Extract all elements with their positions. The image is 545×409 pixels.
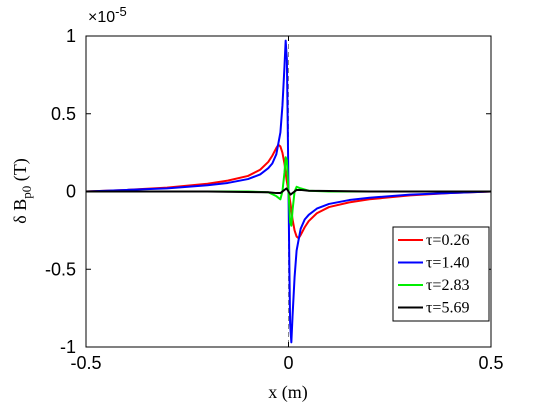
- legend-label-0: τ=0.26: [426, 232, 469, 249]
- y-tick-label: 0.5: [51, 104, 76, 124]
- legend-label-2: τ=2.83: [426, 277, 469, 294]
- x-tick-label: 0.5: [478, 353, 503, 373]
- y-axis-label-main: δ B: [10, 199, 30, 224]
- x-axis-label: x (m): [268, 382, 308, 403]
- y-axis-label: δ Bp0 (T): [10, 158, 34, 223]
- y-exponent-label: ×10-5: [88, 4, 127, 26]
- legend: τ=0.26 τ=1.40 τ=2.83 τ=5.69: [392, 226, 490, 322]
- legend-label-3: τ=5.69: [426, 300, 469, 317]
- y-tick-label: 0: [66, 182, 76, 202]
- x-tick-label: -0.5: [70, 353, 101, 373]
- y-axis-label-sub: p0: [19, 186, 34, 199]
- y-tick-label: -1: [60, 337, 76, 357]
- series-line-3: [86, 187, 491, 196]
- x-tick-label: 0: [283, 353, 293, 373]
- legend-box: [392, 226, 490, 322]
- y-tick-label: -0.5: [45, 259, 76, 279]
- y-axis-label-unit: (T): [10, 158, 31, 185]
- legend-label-1: τ=1.40: [426, 255, 469, 272]
- y-tick-label: 1: [66, 26, 76, 46]
